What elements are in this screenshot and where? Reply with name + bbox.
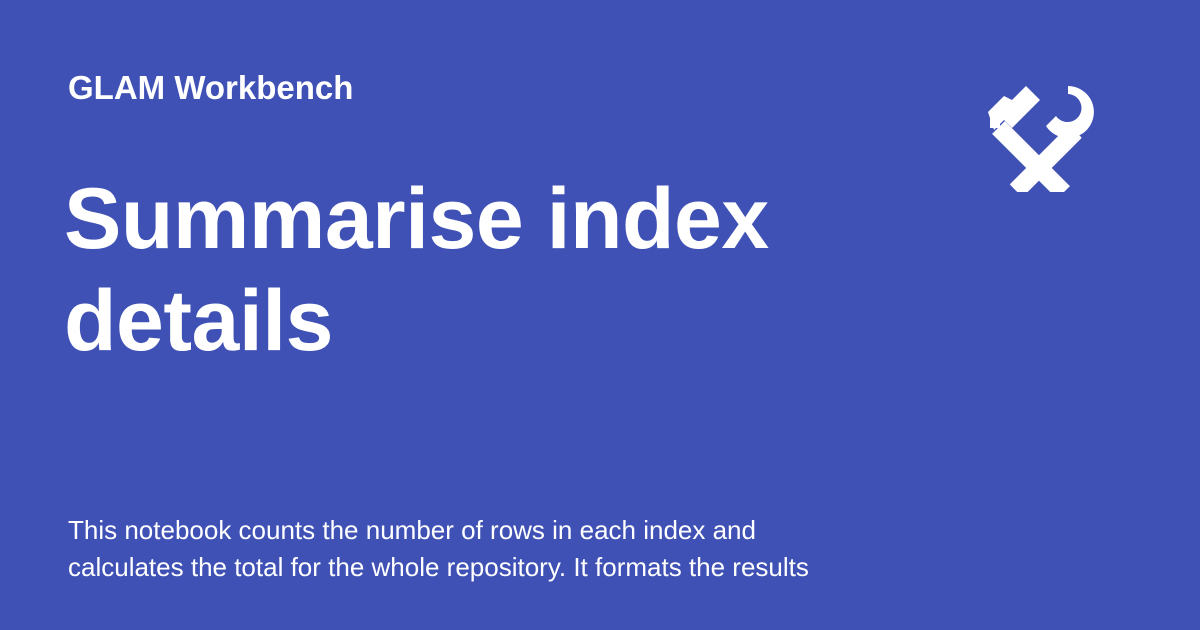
description-line: calculates the total for the whole repos… xyxy=(68,552,809,582)
description: This notebook counts the number of rows … xyxy=(68,512,928,586)
site-name: GLAM Workbench xyxy=(68,69,354,106)
hammer-wrench-icon xyxy=(982,74,1106,192)
description-line: This notebook counts the number of rows … xyxy=(68,515,756,545)
page-title: Summarise index details xyxy=(64,171,769,369)
